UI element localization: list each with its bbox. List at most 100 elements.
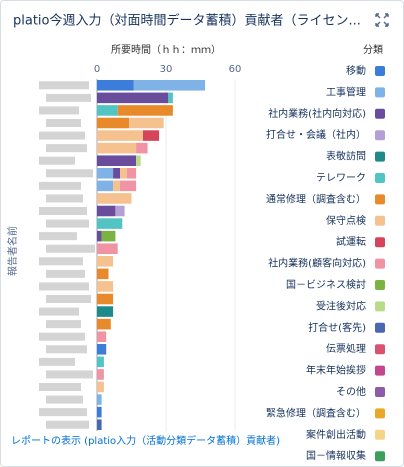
- legend-label: 打合せ(客先): [308, 321, 366, 334]
- legend-swatch: [375, 215, 385, 226]
- bar-segment: [97, 268, 109, 280]
- bar-segment: [97, 105, 118, 116]
- bar-segment: [97, 80, 134, 91]
- x-tick-label: 60: [229, 64, 242, 75]
- expand-icon[interactable]: [375, 13, 389, 27]
- legend-label: テレワーク: [316, 172, 366, 184]
- blurred-name: [39, 408, 87, 417]
- bar-segment: [97, 419, 102, 430]
- x-tick-label: 0: [94, 64, 100, 75]
- legend-swatch: [375, 194, 385, 205]
- legend-swatch: [375, 108, 385, 119]
- bar-segment: [97, 243, 118, 254]
- bar-segment: [97, 318, 111, 330]
- bar-segment: [115, 205, 125, 217]
- legend-label: 伝票処理: [326, 342, 366, 355]
- report-link[interactable]: レポートの表示 (platio入力（活動分類データ蓄積）貢献者): [11, 434, 280, 447]
- legend-swatch: [375, 87, 385, 98]
- blurred-name: [46, 395, 83, 404]
- bar-segment: [97, 293, 114, 305]
- blurred-name: [46, 269, 85, 278]
- x-axis-label: 所要時間（ｈｈ：ｍｍ）: [111, 44, 221, 56]
- bar-segment: [97, 381, 104, 393]
- bar-segment: [136, 142, 148, 154]
- blurred-name: [46, 320, 81, 329]
- bar-segment: [113, 180, 120, 192]
- legend-label: 社内業務(顧客向対応): [268, 257, 366, 270]
- blurred-name: [39, 357, 75, 366]
- blurred-name: [39, 131, 85, 140]
- bar-segment: [97, 142, 137, 154]
- blurred-name: [46, 169, 93, 178]
- bar-segment: [117, 105, 173, 116]
- legend-swatch: [375, 429, 385, 440]
- bar-segment: [97, 369, 104, 380]
- bar-segment: [136, 155, 141, 166]
- legend-label: 通常修理（調査含む）: [266, 192, 366, 205]
- blurred-name: [46, 244, 95, 253]
- blurred-name: [39, 383, 81, 391]
- bar-segment: [97, 406, 102, 418]
- bar-segment: [97, 205, 116, 217]
- legend-swatch: [375, 151, 385, 162]
- legend-swatch: [375, 344, 385, 355]
- bar-segment: [97, 394, 102, 405]
- x-tick-label: 30: [160, 64, 173, 75]
- legend-swatch: [375, 130, 385, 141]
- bar-segment: [97, 281, 114, 292]
- legend-label: 社内業務(社内向対応): [268, 107, 366, 120]
- blurred-name: [39, 81, 89, 90]
- bar-segment: [120, 180, 137, 192]
- blurred-name: [46, 119, 81, 127]
- legend-label: 打合せ・会議（社内）: [266, 128, 366, 141]
- blurred-name: [39, 156, 75, 165]
- bar-segment: [143, 130, 160, 141]
- bar-segment: [120, 168, 127, 179]
- blurred-name: [39, 207, 87, 215]
- blurred-name: [46, 194, 83, 203]
- legend-swatch: [375, 387, 385, 397]
- blurred-name: [39, 282, 89, 291]
- bar-segment: [97, 256, 114, 267]
- bar-segment: [97, 130, 143, 141]
- blurred-name: [46, 420, 89, 429]
- legend-label: 緊急修理（調査含む）: [266, 406, 366, 419]
- bar-segment: [97, 168, 114, 179]
- blurred-name: [46, 295, 91, 303]
- legend-label: 試運転: [336, 235, 366, 248]
- legend-label: 受注後対応: [316, 299, 366, 312]
- legend-label: 国－ビジネス検討: [286, 278, 366, 291]
- legend-label: 表敬訪問: [326, 150, 366, 163]
- blurred-name: [46, 219, 89, 228]
- blurred-name: [39, 257, 83, 266]
- blurred-name: [39, 332, 85, 341]
- legend-swatch: [375, 451, 385, 462]
- blurred-name: [39, 232, 77, 241]
- legend-label: 移動: [346, 64, 366, 77]
- bar-segment: [97, 344, 107, 355]
- legend-swatch: [375, 322, 385, 333]
- bar-segment: [97, 180, 114, 192]
- y-axis-label: 報告者名前: [6, 226, 19, 276]
- blurred-name: [46, 93, 91, 102]
- legend-label: その他: [336, 385, 366, 398]
- legend-swatch: [375, 237, 385, 248]
- bar-segment: [97, 331, 107, 342]
- legend-label: 保守点検: [326, 214, 366, 227]
- legend-label: 工事管理: [326, 85, 366, 98]
- legend-label: 年末年始挨拶: [306, 364, 366, 377]
- blurred-name: [46, 144, 87, 153]
- legend-swatch: [375, 408, 385, 419]
- legend-swatch: [375, 66, 385, 76]
- bar-segment: [97, 218, 123, 229]
- legend-swatch: [375, 301, 385, 312]
- bar-segment: [129, 117, 164, 129]
- bar-segment: [97, 230, 102, 242]
- bar-segment: [97, 117, 130, 129]
- blurred-name: [39, 106, 79, 115]
- blurred-name: [39, 307, 79, 316]
- legend-title: 分類: [363, 44, 383, 56]
- legend-swatch: [375, 365, 385, 376]
